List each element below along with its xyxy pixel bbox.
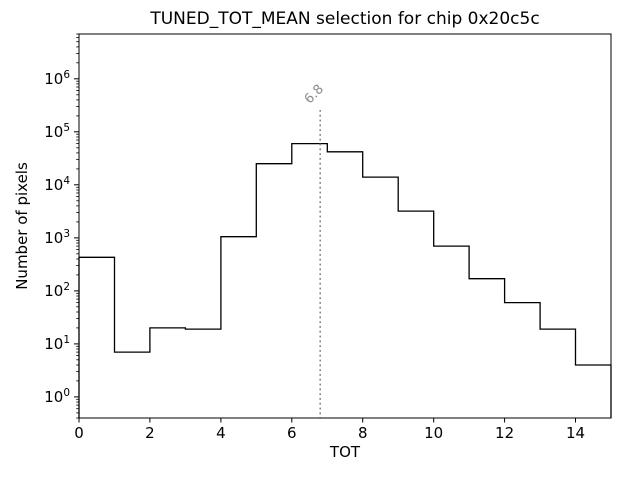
x-tick-label: 6 <box>287 424 297 442</box>
y-tick-label: 100 <box>44 386 70 406</box>
x-tick-label: 4 <box>216 424 226 442</box>
x-tick-label: 8 <box>357 424 368 442</box>
y-tick-label: 102 <box>44 280 70 300</box>
x-tick-label: 0 <box>74 424 84 442</box>
x-tick-label: 10 <box>424 424 444 442</box>
x-tick-label: 14 <box>565 424 586 442</box>
y-tick-label: 106 <box>44 68 70 88</box>
y-tick-label: 101 <box>44 333 70 353</box>
chart-title: TUNED_TOT_MEAN selection for chip 0x20c5… <box>150 9 540 29</box>
x-tick-label: 2 <box>145 424 155 442</box>
y-tick-label: 105 <box>44 121 70 141</box>
axes-spines <box>78 33 612 419</box>
x-tick-label: 12 <box>495 424 515 442</box>
y-tick-label: 104 <box>44 174 70 194</box>
x-axis-label: TOT <box>329 443 361 461</box>
histogram-step-line <box>78 142 612 418</box>
y-tick-label: 103 <box>44 227 70 247</box>
